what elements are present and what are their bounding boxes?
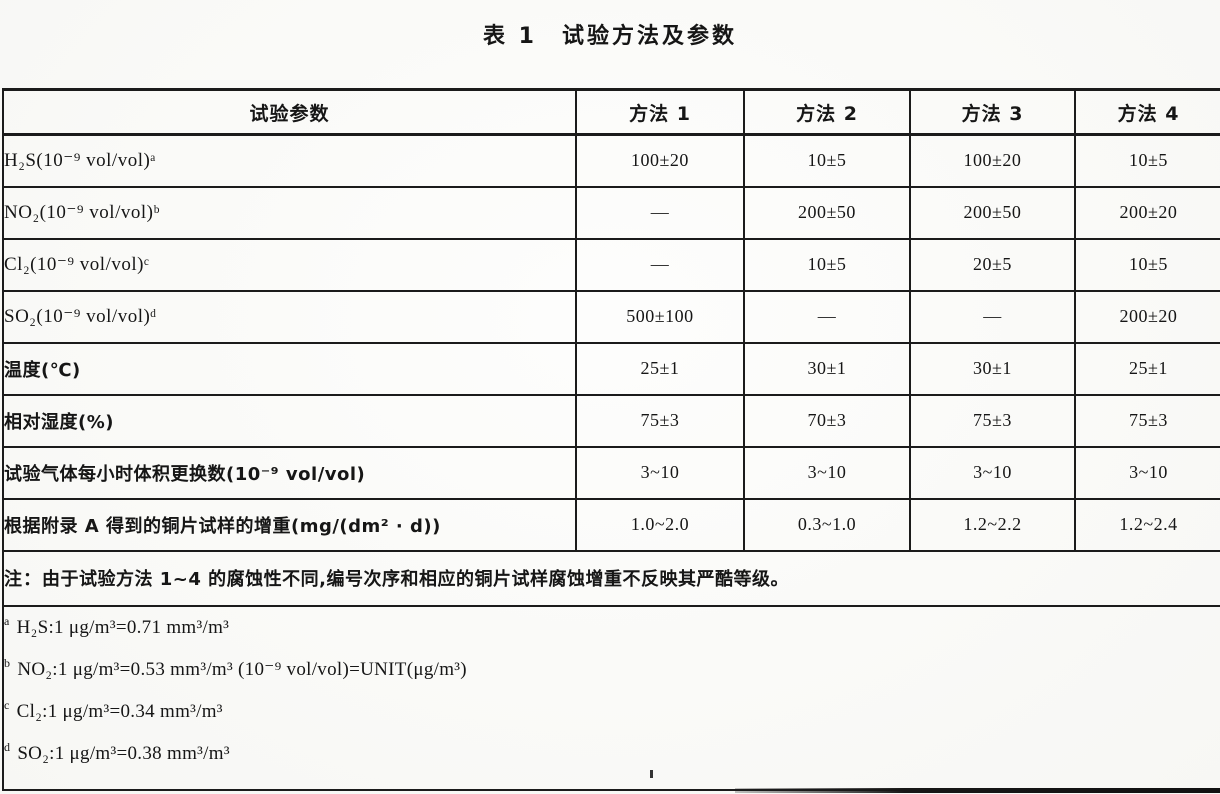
column-header-method-4: 方法 4: [1074, 88, 1220, 136]
value-cell: 3~10: [743, 445, 911, 500]
footnote-d: d SO₂:1 μg/m³=0.38 mm³/m³: [4, 740, 230, 764]
value-cell: 1.2~2.4: [1074, 497, 1220, 552]
value-cell: 75±3: [909, 393, 1076, 448]
header-row: 试验参数 方法 1 方法 2 方法 3 方法 4: [2, 88, 1220, 136]
value-cell: 0.3~1.0: [743, 497, 911, 552]
test-methods-table: 试验参数 方法 1 方法 2 方法 3 方法 4 H₂S(10⁻⁹ vol/vo…: [2, 88, 1220, 791]
value-cell: 75±3: [575, 393, 745, 448]
table-row-so2: SO₂(10⁻⁹ vol/vol)ᵈ 500±100 — — 200±20: [2, 289, 1220, 344]
param-cell: Cl₂(10⁻⁹ vol/vol)ᶜ: [2, 237, 577, 292]
value-cell: 10±5: [1074, 133, 1220, 188]
param-cell: 根据附录 A 得到的铜片试样的增重(mg/(dm² · d)): [2, 497, 577, 552]
page-bottom-edge-line: [735, 788, 1220, 793]
value-cell: 10±5: [1074, 237, 1220, 292]
value-cell: 10±5: [743, 237, 911, 292]
value-cell: 1.0~2.0: [575, 497, 745, 552]
param-cell: NO₂(10⁻⁹ vol/vol)ᵇ: [2, 185, 577, 240]
value-cell: 3~10: [1074, 445, 1220, 500]
table-row-temperature: 温度(℃) 25±1 30±1 30±1 25±1: [2, 341, 1220, 396]
value-cell: 70±3: [743, 393, 911, 448]
param-cell: H₂S(10⁻⁹ vol/vol)ᵃ: [2, 133, 577, 188]
table-row-gas-exchange: 试验气体每小时体积更换数(10⁻⁹ vol/vol) 3~10 3~10 3~1…: [2, 445, 1220, 500]
value-cell: —: [575, 237, 745, 292]
footnotes-row: a H₂S:1 μg/m³=0.71 mm³/m³ b NO₂:1 μg/m³=0.…: [2, 604, 1220, 791]
value-cell: 25±1: [1074, 341, 1220, 396]
value-cell: 25±1: [575, 341, 745, 396]
table-row-cl2: Cl₂(10⁻⁹ vol/vol)ᶜ — 10±5 20±5 10±5: [2, 237, 1220, 292]
value-cell: 75±3: [1074, 393, 1220, 448]
value-cell: 1.2~2.2: [909, 497, 1076, 552]
param-cell: 试验气体每小时体积更换数(10⁻⁹ vol/vol): [2, 445, 577, 500]
column-header-method-2: 方法 2: [743, 88, 911, 136]
footnote-a: a H₂S:1 μg/m³=0.71 mm³/m³: [4, 614, 230, 638]
footnote-b: b NO₂:1 μg/m³=0.53 mm³/m³ (10⁻⁹ vol/vol)=…: [4, 656, 467, 680]
param-cell: SO₂(10⁻⁹ vol/vol)ᵈ: [2, 289, 577, 344]
note-row: 注：由于试验方法 1~4 的腐蚀性不同,编号次序和相应的铜片试样腐蚀增重不反映其…: [2, 549, 1220, 607]
value-cell: 200±20: [1074, 185, 1220, 240]
value-cell: —: [909, 289, 1076, 344]
value-cell: 100±20: [575, 133, 745, 188]
column-header-method-3: 方法 3: [909, 88, 1076, 136]
value-cell: 30±1: [909, 341, 1076, 396]
note-label: 注：: [4, 569, 42, 590]
table-title: 表 1 试验方法及参数: [483, 24, 737, 49]
value-cell: 200±20: [1074, 289, 1220, 344]
value-cell: —: [743, 289, 911, 344]
note-text: 由于试验方法 1~4 的腐蚀性不同,编号次序和相应的铜片试样腐蚀增重不反映其严酷…: [42, 569, 789, 590]
value-cell: 20±5: [909, 237, 1076, 292]
value-cell: 100±20: [909, 133, 1076, 188]
footnote-text: H₂S:1 μg/m³=0.71 mm³/m³: [16, 616, 230, 638]
param-cell: 温度(℃): [2, 341, 577, 396]
value-cell: 200±50: [743, 185, 911, 240]
value-cell: 3~10: [909, 445, 1076, 500]
table-row-no2: NO₂(10⁻⁹ vol/vol)ᵇ — 200±50 200±50 200±2…: [2, 185, 1220, 240]
value-cell: 30±1: [743, 341, 911, 396]
value-cell: 10±5: [743, 133, 911, 188]
value-cell: 500±100: [575, 289, 745, 344]
column-header-param: 试验参数: [2, 88, 577, 136]
value-cell: 200±50: [909, 185, 1076, 240]
footnotes-cell: a H₂S:1 μg/m³=0.71 mm³/m³ b NO₂:1 μg/m³=0.…: [2, 604, 1220, 791]
footnote-text: NO₂:1 μg/m³=0.53 mm³/m³ (10⁻⁹ vol/vol)=U…: [17, 658, 467, 680]
note-cell: 注：由于试验方法 1~4 的腐蚀性不同,编号次序和相应的铜片试样腐蚀增重不反映其…: [2, 549, 1220, 607]
param-cell: 相对湿度(%): [2, 393, 577, 448]
value-cell: —: [575, 185, 745, 240]
scan-artifact: [650, 770, 653, 778]
value-cell: 3~10: [575, 445, 745, 500]
table-row-h2s: H₂S(10⁻⁹ vol/vol)ᵃ 100±20 10±5 100±20 10…: [2, 133, 1220, 188]
footnote-text: Cl₂:1 μg/m³=0.34 mm³/m³: [16, 700, 223, 722]
table-row-weight-gain: 根据附录 A 得到的铜片试样的增重(mg/(dm² · d)) 1.0~2.0 …: [2, 497, 1220, 552]
table-row-humidity: 相对湿度(%) 75±3 70±3 75±3 75±3: [2, 393, 1220, 448]
footnote-c: c Cl₂:1 μg/m³=0.34 mm³/m³: [4, 698, 223, 722]
footnote-text: SO₂:1 μg/m³=0.38 mm³/m³: [17, 742, 230, 764]
column-header-method-1: 方法 1: [575, 88, 745, 136]
